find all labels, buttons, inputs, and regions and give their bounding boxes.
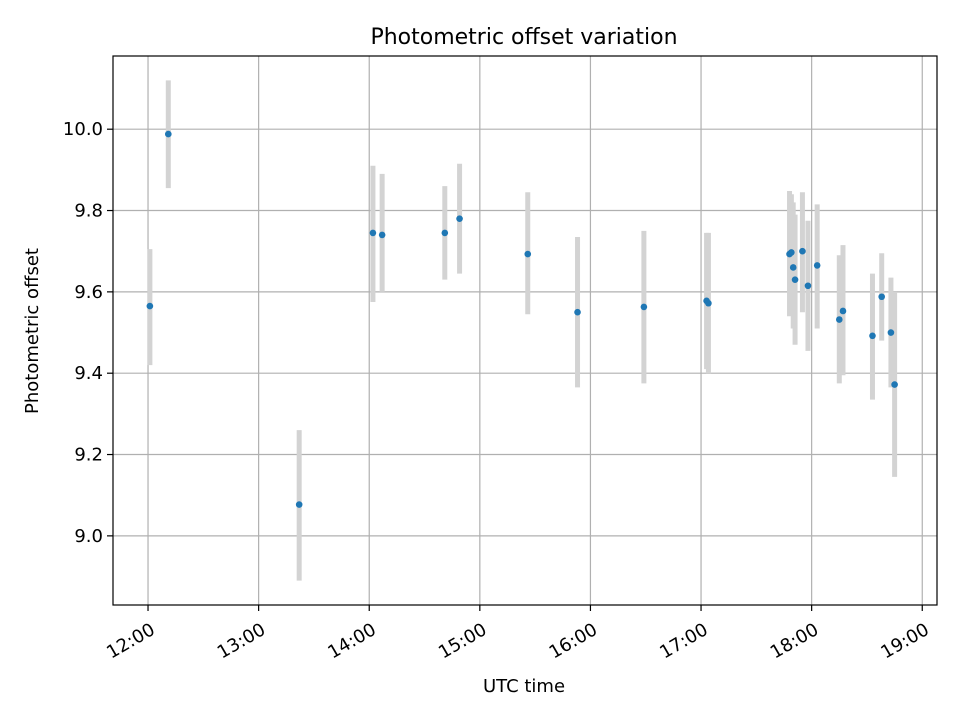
- data-point: [813, 262, 821, 269]
- data-point: [146, 302, 154, 310]
- data-point: [791, 276, 799, 283]
- chart-title: Photometric offset variation: [370, 25, 677, 50]
- data-point: [891, 381, 898, 388]
- y-tick-label: 9.8: [74, 201, 103, 222]
- data-point: [574, 308, 581, 316]
- data-point: [869, 332, 876, 340]
- y-tick-label: 9.0: [74, 526, 103, 547]
- data-point: [378, 231, 386, 239]
- x-axis-label: UTC time: [483, 676, 565, 697]
- data-point: [835, 316, 843, 323]
- data-point: [788, 249, 795, 256]
- plot-frame: [112, 55, 938, 606]
- data-point: [640, 303, 648, 311]
- data-point: [705, 299, 712, 307]
- data-point: [295, 501, 303, 508]
- y-tick-label: 9.6: [74, 282, 103, 303]
- data-point: [804, 282, 812, 290]
- data-point: [456, 215, 463, 222]
- y-axis-label: Photometric offset: [22, 248, 43, 414]
- data-point: [789, 264, 797, 271]
- y-axis-ticks: 9.0 9.2 9.4 9.6 9.8 10.0: [63, 119, 113, 547]
- data-point: [839, 307, 847, 315]
- y-tick-label: 9.2: [74, 445, 103, 466]
- data-point: [165, 130, 172, 138]
- data-point: [799, 247, 806, 255]
- data-point: [524, 250, 532, 258]
- grid: [113, 56, 937, 605]
- data-point: [369, 229, 377, 237]
- y-tick-label: 10.0: [63, 119, 103, 140]
- data-markers: [146, 130, 898, 508]
- data-point: [441, 229, 449, 237]
- data-point: [878, 293, 885, 301]
- y-tick-label: 9.4: [74, 363, 103, 384]
- data-point: [887, 329, 895, 336]
